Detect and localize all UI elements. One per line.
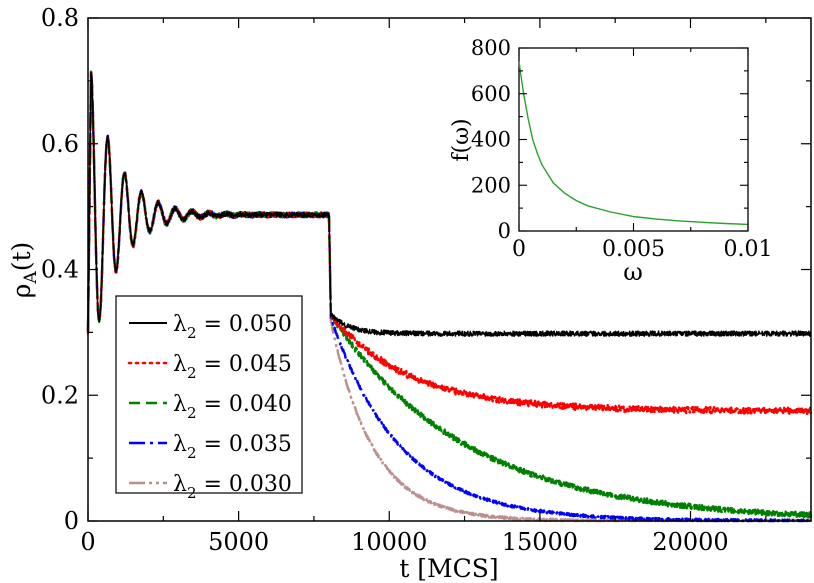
inset-plot-frame xyxy=(518,47,749,232)
main-x-axis-label: t [MCS] xyxy=(399,554,498,583)
inset-y-axis-label: f(ω) xyxy=(449,118,474,161)
x-tick-label: 20000 xyxy=(652,528,728,556)
legend-label: λ2 = 0.035 xyxy=(173,432,292,462)
inset-ticks-group: 0 0.005 0.01 0 200 400 600 800 xyxy=(471,36,773,262)
legend-lambda: λ xyxy=(173,312,187,337)
x-tick-label: 15000 xyxy=(502,528,578,556)
legend-value: = 0.030 xyxy=(197,472,292,497)
legend-subscript: 2 xyxy=(187,484,197,502)
legend-value: = 0.050 xyxy=(197,312,292,337)
inset-x-tick-label: 0.005 xyxy=(602,237,665,262)
inset-chart: 0 0.005 0.01 0 200 400 600 800 ω f(ω) xyxy=(449,36,772,286)
legend-subscript: 2 xyxy=(187,444,197,462)
x-tick-label: 10000 xyxy=(351,528,427,556)
y-tick-label: 0.4 xyxy=(41,256,79,284)
legend-value: = 0.040 xyxy=(197,392,292,417)
inset-y-tick-label: 800 xyxy=(471,36,511,60)
legend-subscript: 2 xyxy=(187,324,197,342)
inset-y-tick-label: 200 xyxy=(471,173,511,197)
y-tick-label: 0 xyxy=(64,507,79,535)
legend-subscript: 2 xyxy=(187,404,197,422)
x-tick-label: 0 xyxy=(80,528,95,556)
legend-box xyxy=(115,295,303,494)
inset-y-tick-label: 0 xyxy=(498,219,511,243)
legend-value: = 0.035 xyxy=(197,432,292,457)
legend-label: λ2 = 0.030 xyxy=(173,472,292,502)
inset-x-tick-label: 0.01 xyxy=(724,237,773,262)
inset-x-axis-label: ω xyxy=(623,258,643,286)
main-y-axis-subscript: A xyxy=(21,271,41,285)
legend-subscript: 2 xyxy=(187,364,197,382)
legend-value: = 0.045 xyxy=(197,352,292,377)
main-y-axis-label: ρA(t) xyxy=(7,242,41,299)
y-tick-label: 0.2 xyxy=(41,381,79,409)
inset-series-group xyxy=(518,61,749,226)
y-tick-label: 0.8 xyxy=(41,4,79,32)
main-y-axis-suffix: (t) xyxy=(7,242,36,272)
inset-series-line xyxy=(518,61,749,226)
inset-y-tick-label: 400 xyxy=(471,128,511,152)
series-line-0045 xyxy=(86,71,813,415)
legend-label: λ2 = 0.040 xyxy=(173,392,292,422)
inset-x-tick-label: 0 xyxy=(512,237,526,262)
y-tick-label: 0.6 xyxy=(41,130,79,158)
legend-label: λ2 = 0.050 xyxy=(173,312,292,342)
legend-lambda: λ xyxy=(173,432,187,457)
legend-lambda: λ xyxy=(173,392,187,417)
x-tick-label: 5000 xyxy=(208,528,269,556)
legend-label: λ2 = 0.045 xyxy=(173,352,292,382)
inset-y-tick-label: 600 xyxy=(471,82,511,106)
legend-lambda: λ xyxy=(173,472,187,497)
legend-lambda: λ xyxy=(173,352,187,377)
series-line-0050 xyxy=(87,71,812,337)
